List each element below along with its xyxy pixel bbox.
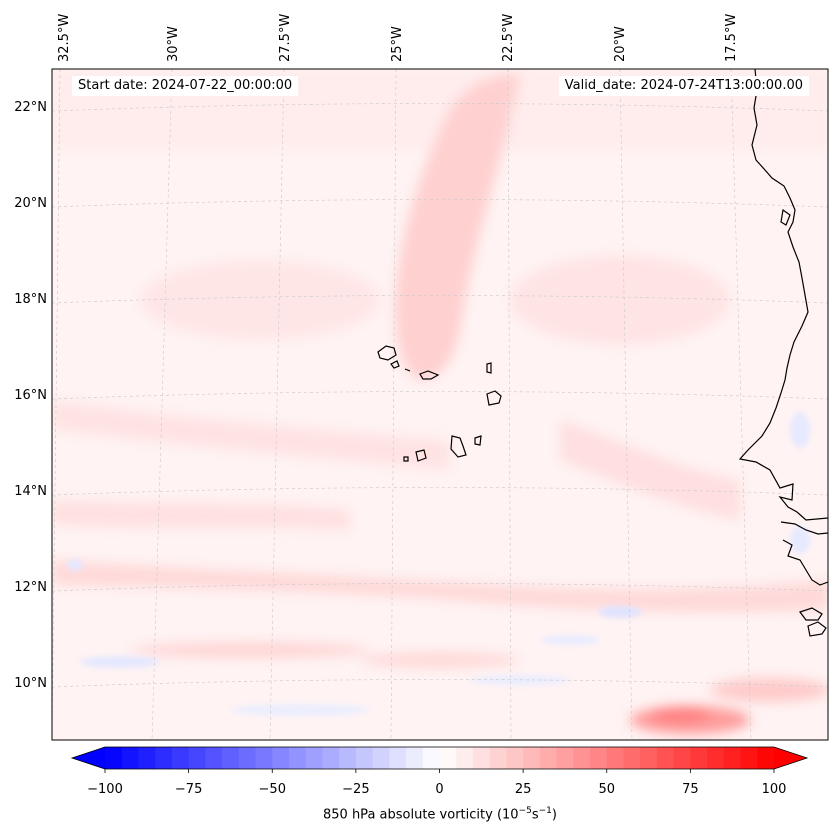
colorbar-max-extend <box>774 747 807 769</box>
colorbar-segment <box>740 747 758 769</box>
colorbar-segment <box>456 747 474 769</box>
lon-label: 20°W <box>613 26 628 62</box>
colorbar-segment <box>155 747 173 769</box>
colorbar-segment <box>305 747 324 769</box>
colorbar-segment <box>205 747 223 769</box>
colorbar-segment <box>255 747 273 769</box>
start-date-annotation: Start date: 2024-07-22_00:00:00 <box>72 76 299 96</box>
colorbar-segments <box>105 747 775 769</box>
lon-label: 25°W <box>390 26 405 62</box>
gridlines <box>52 69 828 740</box>
colorbar-segment <box>673 747 691 769</box>
colorbar-segment <box>372 747 390 769</box>
colorbar-segment <box>472 747 491 769</box>
lon-label: 30°W <box>166 26 181 62</box>
island-maio <box>474 435 482 446</box>
colorbar-segment <box>757 747 775 769</box>
colorbar-segment <box>640 747 658 769</box>
colorbar-label-exp1: −5 <box>518 806 532 816</box>
colorbar-ticks: −100 −75 −50 −25 0 25 50 75 100 <box>87 769 786 797</box>
colorbar-label: 850 hPa absolute vorticity (10−5s−1) <box>52 806 828 822</box>
island-brava <box>403 456 409 462</box>
colorbar-segment <box>121 747 140 769</box>
latitude-labels: 22°N 20°N 18°N 16°N 14°N 12°N 10°N <box>14 100 47 691</box>
map-frame <box>51 68 829 741</box>
lon-label: 27.5°W <box>278 14 293 62</box>
colorbar-segment <box>238 747 257 769</box>
colorbar-tick-label: 50 <box>598 782 615 797</box>
colorbar-segment <box>222 747 240 769</box>
island-fogo <box>415 449 427 462</box>
lat-label: 20°N <box>14 196 47 211</box>
island-santiago <box>450 435 467 458</box>
map-panel <box>52 69 828 740</box>
colorbar-segment <box>539 747 558 769</box>
colorbar-segment <box>272 747 290 769</box>
colorbar-segment <box>656 747 675 769</box>
colorbar-tick-label: 75 <box>682 782 699 797</box>
colorbar-segment <box>489 747 508 769</box>
negative-vorticity-patches <box>67 412 810 716</box>
colorbar-segment <box>523 747 541 769</box>
colorbar-segment <box>105 747 123 769</box>
colorbar-segment <box>138 747 156 769</box>
colorbar-tick-label: 25 <box>515 782 532 797</box>
colorbar-segment <box>188 747 206 769</box>
lon-label: 22.5°W <box>501 14 516 62</box>
colorbar: −100 −75 −50 −25 0 25 50 75 100 <box>70 746 809 797</box>
lon-label: 32.5°W <box>57 14 72 62</box>
colorbar-segment <box>723 747 742 769</box>
island-santo-antao <box>377 345 397 361</box>
colorbar-tick-label: −75 <box>175 782 202 797</box>
island-boa-vista <box>486 390 502 406</box>
colorbar-segment <box>556 747 574 769</box>
colorbar-label-mid: s <box>531 807 539 823</box>
island-sao-vicente <box>390 360 400 369</box>
colorbar-tick-label: −100 <box>87 782 123 797</box>
colorbar-segment <box>590 747 608 769</box>
lon-label: 17.5°W <box>724 14 739 62</box>
colorbar-segment <box>339 747 357 769</box>
colorbar-segment <box>406 747 424 769</box>
colorbar-segment <box>422 747 441 769</box>
lat-label: 18°N <box>14 292 47 307</box>
lat-label: 16°N <box>14 388 47 403</box>
colorbar-segment <box>439 747 457 769</box>
colorbar-segment <box>506 747 524 769</box>
colorbar-tick-label: −50 <box>259 782 286 797</box>
colorbar-tick-label: 0 <box>435 782 443 797</box>
colorbar-segment <box>623 747 641 769</box>
lat-label: 22°N <box>14 100 47 115</box>
colorbar-segment <box>355 747 374 769</box>
colorbar-tick-label: −25 <box>342 782 369 797</box>
lat-label: 10°N <box>14 676 47 691</box>
colorbar-min-extend <box>72 747 105 769</box>
coastlines <box>377 69 828 637</box>
colorbar-label-text: 850 hPa absolute vorticity (10 <box>323 807 519 823</box>
colorbar-segment <box>606 747 625 769</box>
colorbar-tick-label: 100 <box>762 782 787 797</box>
island-sao-nicolau <box>419 370 440 380</box>
colorbar-label-exp2: −1 <box>538 806 552 816</box>
lat-label: 14°N <box>14 484 47 499</box>
colorbar-segment <box>690 747 708 769</box>
colorbar-segment <box>389 747 407 769</box>
african-coastline <box>738 69 828 521</box>
colorbar-segment <box>573 747 591 769</box>
colorbar-segment <box>288 747 307 769</box>
island-sal <box>486 362 492 374</box>
colorbar-label-close: ) <box>551 807 557 823</box>
longitude-labels: 32.5°W 30°W 27.5°W 25°W 22.5°W 20°W 17.5… <box>57 14 739 62</box>
lat-label: 12°N <box>14 580 47 595</box>
island-santa-luzia <box>404 368 411 372</box>
valid-date-annotation: Valid_date: 2024-07-24T13:00:00.00 <box>558 76 809 96</box>
colorbar-segment <box>707 747 725 769</box>
colorbar-segment <box>171 747 190 769</box>
colorbar-segment <box>322 747 340 769</box>
